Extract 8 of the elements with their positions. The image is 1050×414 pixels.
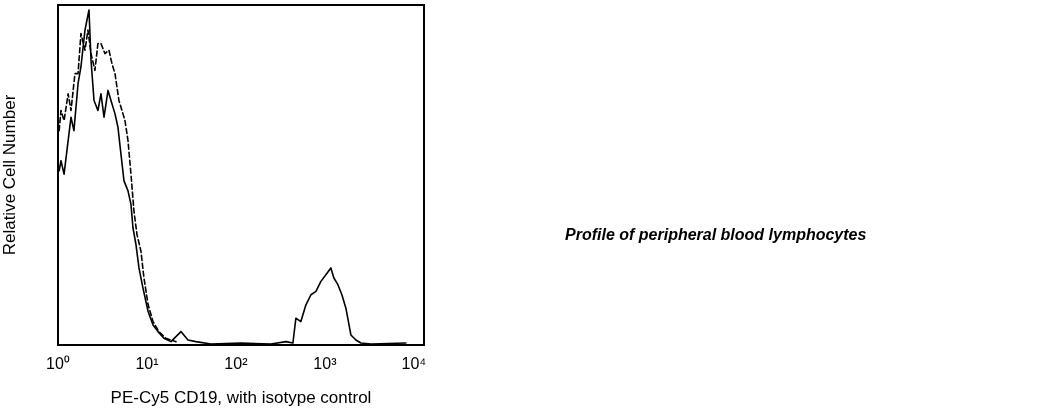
x-tick-label: 10¹ xyxy=(135,354,159,372)
x-axis-title: PE-Cy5 CD19, with isotype control xyxy=(110,388,372,407)
x-tick-label: 10⁰ xyxy=(46,354,70,372)
x-tick-label: 10³ xyxy=(313,354,338,372)
text: Profile of peripheral blood lymphocytes xyxy=(565,225,867,243)
x-tick-label: 10⁴ xyxy=(401,354,427,372)
x-tick-label: 10² xyxy=(224,354,249,372)
y-axis-title: Relative Cell Number xyxy=(0,94,19,256)
